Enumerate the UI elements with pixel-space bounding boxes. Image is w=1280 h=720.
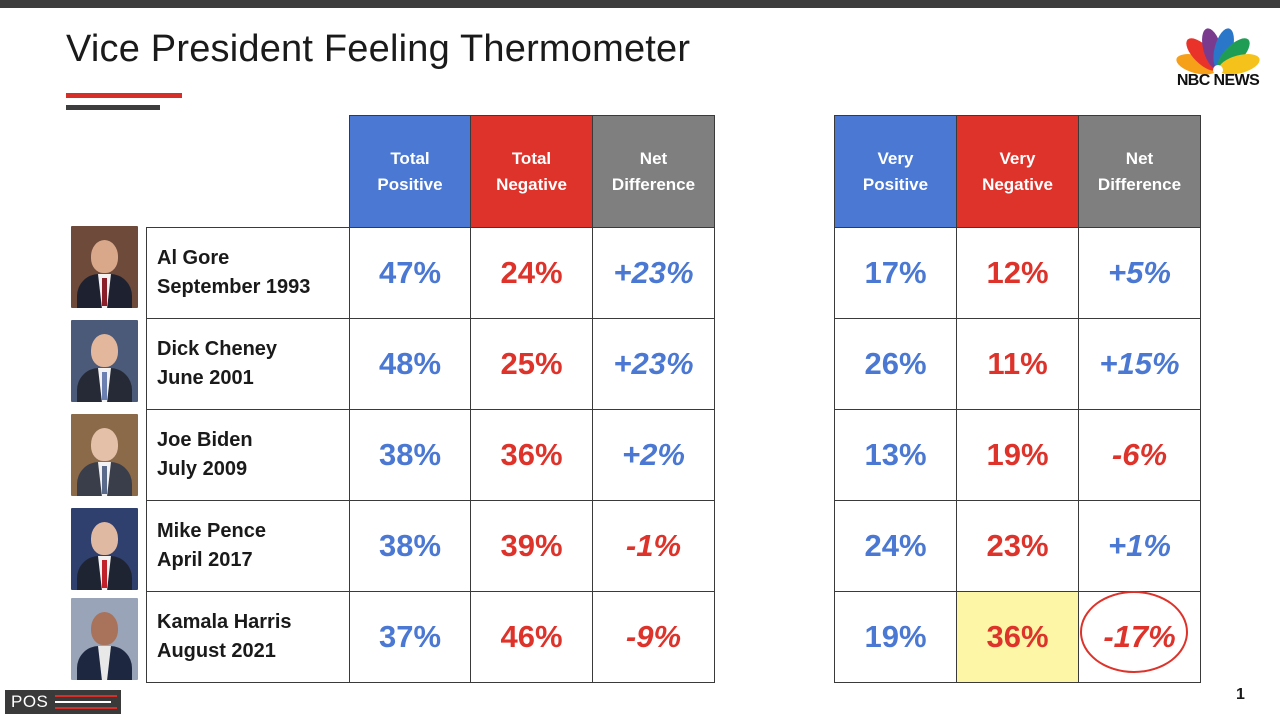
header-very-positive: Very Positive: [834, 115, 957, 228]
total-positive-value: 47%: [349, 227, 471, 319]
name-cell: Joe Biden July 2009: [146, 409, 350, 501]
total-positive-value: 37%: [349, 591, 471, 683]
very-net-value: +5%: [1078, 227, 1201, 319]
very-net-value: +15%: [1078, 318, 1201, 410]
photo-kamala-harris: [71, 598, 138, 680]
table-row: 26% 11% +15%: [834, 318, 1201, 410]
survey-date: June 2001: [157, 367, 254, 389]
total-net-value: -1%: [592, 500, 715, 592]
table-row: 13% 19% -6%: [834, 409, 1201, 501]
total-net-value: -9%: [592, 591, 715, 683]
name-cell: Dick Cheney June 2001: [146, 318, 350, 410]
pos-logo: POS: [5, 690, 121, 714]
very-positive-value: 13%: [834, 409, 957, 501]
total-negative-value: 25%: [470, 318, 593, 410]
header-total-positive: Total Positive: [349, 115, 471, 228]
photo-dick-cheney: [71, 320, 138, 402]
name-cell: Al Gore September 1993: [146, 227, 350, 319]
name-cell: Mike Pence April 2017: [146, 500, 350, 592]
page-number: 1: [1236, 686, 1245, 703]
very-negative-value: 11%: [956, 318, 1079, 410]
table-row: Al Gore September 1993 47% 24% +23%: [146, 227, 715, 319]
total-net-value: +23%: [592, 227, 715, 319]
highlight-circle: [1080, 591, 1188, 673]
total-negative-value: 46%: [470, 591, 593, 683]
nbc-peacock-icon: [1176, 28, 1260, 75]
very-negative-value-highlighted: 36%: [956, 591, 1079, 683]
nbc-news-logo-text: NBC NEWS: [1176, 72, 1260, 89]
photo-al-gore: [71, 226, 138, 308]
title-accent-dark: [66, 105, 160, 110]
table-row: Mike Pence April 2017 38% 39% -1%: [146, 500, 715, 592]
survey-date: April 2017: [157, 549, 253, 571]
very-negative-value: 23%: [956, 500, 1079, 592]
header-total-net-difference: Net Difference: [592, 115, 715, 228]
total-negative-value: 24%: [470, 227, 593, 319]
vp-name: Joe Biden: [157, 429, 253, 451]
table-row: Joe Biden July 2009 38% 36% +2%: [146, 409, 715, 501]
total-positive-value: 38%: [349, 500, 471, 592]
name-cell: Kamala Harris August 2021: [146, 591, 350, 683]
pos-logo-text: POS: [11, 692, 49, 711]
survey-date: July 2009: [157, 458, 248, 480]
survey-date: August 2021: [157, 640, 276, 662]
very-positive-value: 24%: [834, 500, 957, 592]
very-net-value: -6%: [1078, 409, 1201, 501]
table-row: Dick Cheney June 2001 48% 25% +23%: [146, 318, 715, 410]
very-positive-value: 17%: [834, 227, 957, 319]
table-row: Kamala Harris August 2021 37% 46% -9%: [146, 591, 715, 683]
very-positive-value: 19%: [834, 591, 957, 683]
header-very-net-difference: Net Difference: [1078, 115, 1201, 228]
table-row: 24% 23% +1%: [834, 500, 1201, 592]
table-row: 17% 12% +5%: [834, 227, 1201, 319]
page-title: Vice President Feeling Thermometer: [66, 28, 691, 70]
top-bar: [0, 0, 1280, 8]
very-positive-value: 26%: [834, 318, 957, 410]
very-table: Very Positive Very Negative Net Difference …: [834, 115, 1201, 683]
vp-name: Al Gore: [157, 247, 230, 269]
photo-mike-pence: [71, 508, 138, 590]
photo-joe-biden: [71, 414, 138, 496]
header-total-negative: Total Negative: [470, 115, 593, 228]
vp-name: Mike Pence: [157, 520, 266, 542]
title-accent-red: [66, 93, 182, 98]
total-positive-value: 48%: [349, 318, 471, 410]
survey-date: September 1993: [157, 276, 311, 298]
total-negative-value: 36%: [470, 409, 593, 501]
vp-name: Kamala Harris: [157, 611, 292, 633]
table-row: 19% 36% -17%: [834, 591, 1201, 683]
very-negative-value: 19%: [956, 409, 1079, 501]
total-net-value: +23%: [592, 318, 715, 410]
very-negative-value: 12%: [956, 227, 1079, 319]
total-table: Total Positive Total Negative Net Differenc…: [146, 115, 715, 683]
total-net-value: +2%: [592, 409, 715, 501]
header-very-negative: Very Negative: [956, 115, 1079, 228]
vp-name: Dick Cheney: [157, 338, 278, 360]
total-negative-value: 39%: [470, 500, 593, 592]
total-positive-value: 38%: [349, 409, 471, 501]
very-net-value: +1%: [1078, 500, 1201, 592]
